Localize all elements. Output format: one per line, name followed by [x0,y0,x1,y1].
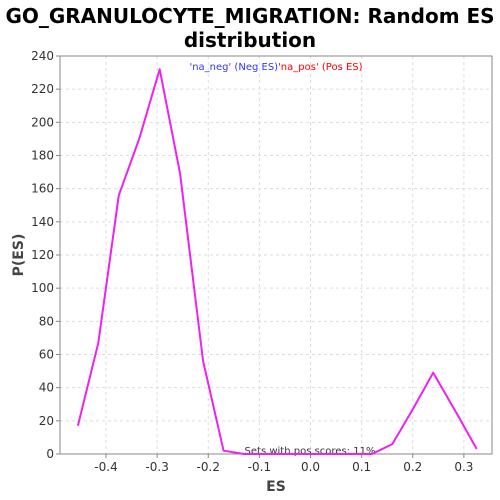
legend-item-1: 'na_neg' (Neg ES) [189,62,278,73]
y-tick-label: 80 [39,314,54,328]
legend: 'na_neg' (Neg ES)'na_pos' (Pos ES) [189,62,362,73]
x-tick-label: 0.2 [403,460,422,474]
y-tick-label: 20 [39,414,54,428]
pos-scores-annotation: Sets with pos scores: 11% [245,446,376,457]
x-tick-label: -0.1 [248,460,271,474]
y-tick-label: 100 [31,281,54,295]
x-tick-label: -0.4 [94,460,117,474]
y-tick-label: 160 [31,182,54,196]
x-axis-label: ES [266,479,286,495]
y-tick-label: 40 [39,381,54,395]
y-axis-label: P(ES) [11,234,27,277]
y-tick-label: 180 [31,149,54,163]
x-tick-label: 0.1 [352,460,371,474]
legend-item-2: 'na_pos' (Pos ES) [278,62,363,73]
y-tick-label: 0 [46,447,54,461]
y-tick-label: 240 [31,49,54,63]
x-tick-label: -0.3 [145,460,168,474]
y-tick-label: 140 [31,215,54,229]
y-tick-label: 120 [31,248,54,262]
x-tick-label: -0.2 [197,460,220,474]
y-tick-label: 200 [31,115,54,129]
y-tick-label: 220 [31,82,54,96]
chart-title-line-2: distribution [183,28,317,52]
x-tick-label: 0.0 [301,460,320,474]
chart-title-line-1: GO_GRANULOCYTE_MIGRATION: Random ES [5,4,495,28]
y-tick-label: 60 [39,348,54,362]
es-distribution-line [76,68,478,455]
x-tick-label: 0.3 [454,460,473,474]
